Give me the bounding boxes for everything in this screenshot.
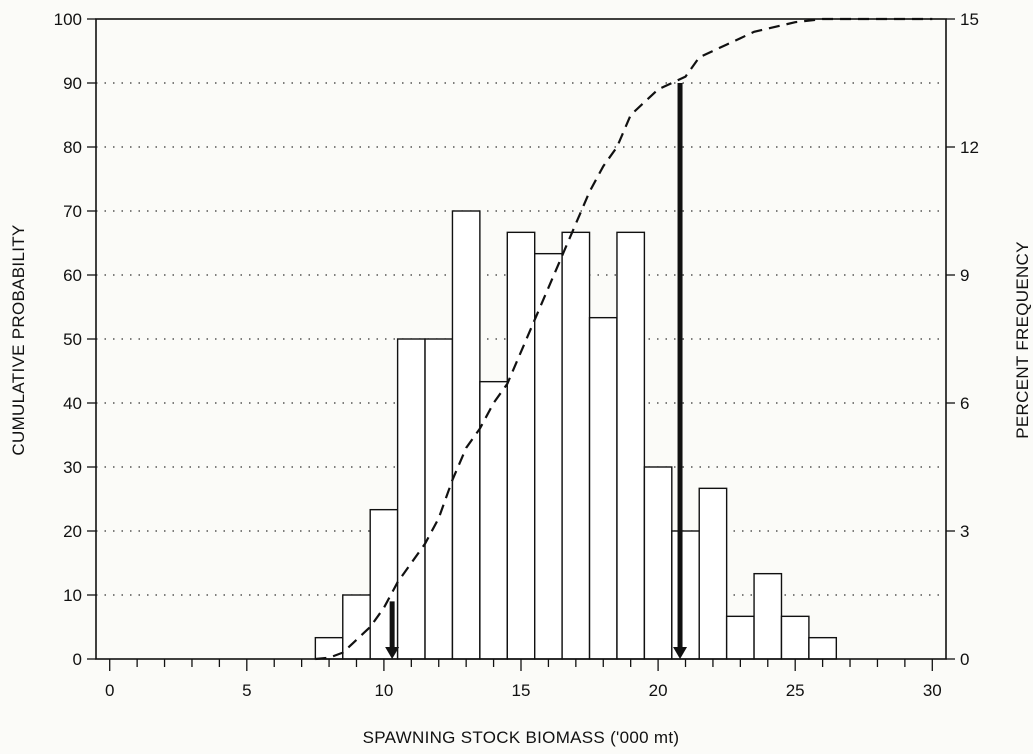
left-y-tick-label: 70 [63, 202, 82, 221]
cumulative-curve-layer [315, 17, 933, 661]
histogram-bars [314, 210, 838, 660]
histogram-bar [780, 615, 810, 660]
right-y-tick-label: 3 [960, 522, 969, 541]
histogram-bar [616, 231, 646, 660]
x-tick-label: 10 [374, 681, 393, 700]
histogram-bar [396, 338, 426, 660]
left-y-tick-label: 80 [63, 138, 82, 157]
marker-arrows [385, 83, 688, 659]
x-tick-label: 5 [242, 681, 251, 700]
x-tick-label: 25 [786, 681, 805, 700]
histogram-bar [808, 636, 838, 660]
x-tick-label: 15 [512, 681, 531, 700]
right-y-tick-label: 15 [960, 10, 979, 29]
histogram-bar [643, 466, 673, 660]
x-tick-label: 30 [923, 681, 942, 700]
histogram-bar [314, 636, 344, 660]
left-y-tick-label: 60 [63, 266, 82, 285]
left-y-tick-label: 90 [63, 74, 82, 93]
x-axis-title: SPAWNING STOCK BIOMASS ('000 mt) [363, 728, 680, 747]
histogram-bar [561, 231, 591, 660]
marker-arrow-head [385, 647, 400, 659]
histogram-bar [698, 487, 728, 660]
tick-labels: 0 5 10 15 20 25 30 0 10 20 30 40 50 60 70 80 90 100 0 3 6 9 12… [54, 10, 979, 700]
left-y-tick-label: 50 [63, 330, 82, 349]
left-y-tick-label: 40 [63, 394, 82, 413]
histogram-bar [671, 530, 700, 660]
right-y-tick-label: 9 [960, 266, 969, 285]
histogram-bar [479, 380, 508, 660]
histogram-bar [451, 210, 481, 660]
left-y-tick-label: 0 [73, 650, 82, 669]
left-y-tick-label: 20 [63, 522, 82, 541]
histogram-bar [588, 316, 618, 660]
right-y-tick-label: 12 [960, 138, 979, 157]
histogram-bar [753, 572, 783, 660]
histogram-bar [725, 615, 755, 660]
cumulative-probability-curve [315, 17, 933, 661]
x-tick-label: 20 [649, 681, 668, 700]
left-y-tick-label: 10 [63, 586, 82, 605]
histogram-bar [424, 338, 454, 660]
histogram-bar [342, 594, 371, 660]
left-y-tick-label: 100 [54, 10, 82, 29]
histogram-bar [534, 252, 563, 660]
axis-ticks [87, 18, 955, 671]
right-y-axis-title: PERCENT FREQUENCY [1013, 241, 1032, 438]
x-tick-label: 0 [105, 681, 114, 700]
left-y-axis-title: CUMULATIVE PROBABILITY [9, 224, 28, 455]
left-y-tick-label: 30 [63, 458, 82, 477]
right-y-tick-label: 0 [960, 650, 969, 669]
marker-arrow-head [673, 647, 688, 659]
histogram-bar [506, 231, 536, 660]
right-y-tick-label: 6 [960, 394, 969, 413]
